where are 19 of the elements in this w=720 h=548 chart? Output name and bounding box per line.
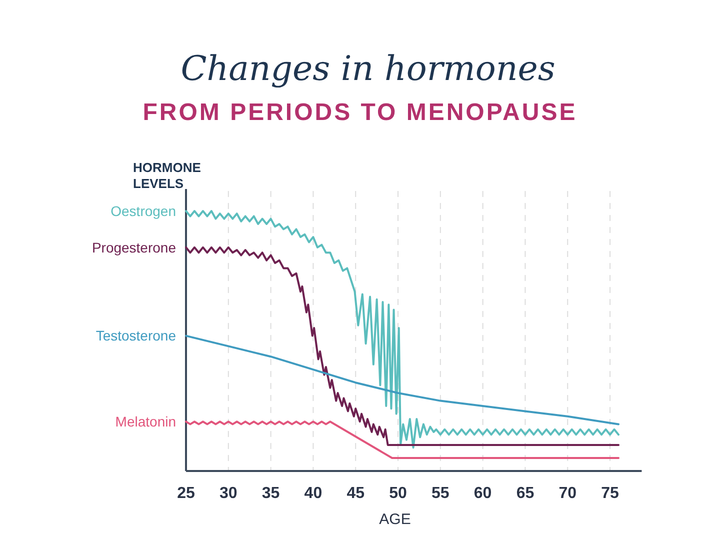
x-tick-label: 25 bbox=[177, 485, 195, 502]
series-label: Melatonin bbox=[115, 414, 176, 430]
y-axis-title: HORMONE LEVELS bbox=[133, 160, 202, 191]
chart-title: Changes in hormones bbox=[180, 49, 556, 89]
series-label: Progesterone bbox=[92, 239, 176, 256]
chart-subtitle: FROM PERIODS TO MENOPAUSE bbox=[142, 99, 578, 126]
x-tick-label: 75 bbox=[601, 485, 620, 502]
x-tick-label: 60 bbox=[474, 485, 492, 502]
x-tick-label: 45 bbox=[346, 485, 365, 502]
x-tick-label: 65 bbox=[516, 485, 534, 502]
x-tick-label: 35 bbox=[262, 485, 280, 502]
x-axis-title: AGE bbox=[379, 511, 411, 528]
x-tick-label: 40 bbox=[304, 485, 322, 502]
x-tick-label: 50 bbox=[389, 485, 408, 502]
series-label: Testosterone bbox=[96, 328, 176, 344]
x-tick-label: 30 bbox=[220, 485, 238, 502]
series-label: Oestrogen bbox=[110, 202, 176, 219]
x-tick-label: 55 bbox=[432, 485, 450, 502]
x-tick-label: 70 bbox=[558, 485, 577, 502]
